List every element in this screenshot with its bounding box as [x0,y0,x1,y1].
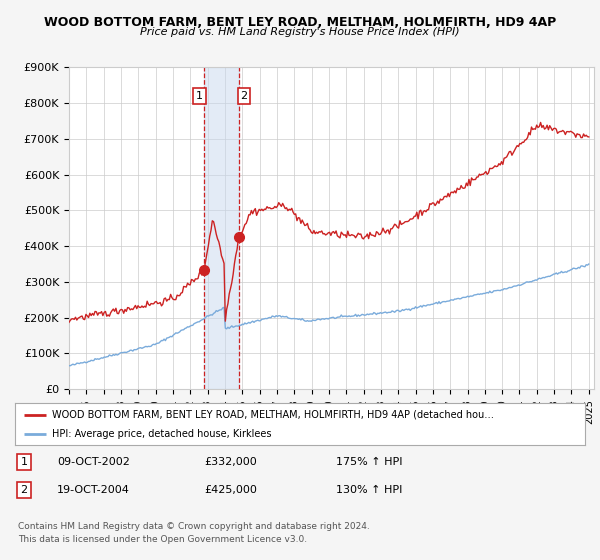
Text: WOOD BOTTOM FARM, BENT LEY ROAD, MELTHAM, HOLMFIRTH, HD9 4AP: WOOD BOTTOM FARM, BENT LEY ROAD, MELTHAM… [44,16,556,29]
Text: 175% ↑ HPI: 175% ↑ HPI [336,457,403,467]
Text: 2: 2 [241,91,248,101]
Bar [204,67,239,389]
Text: 130% ↑ HPI: 130% ↑ HPI [336,485,403,495]
Text: £332,000: £332,000 [204,457,257,467]
Text: WOOD BOTTOM FARM, BENT LEY ROAD, MELTHAM, HOLMFIRTH, HD9 4AP (detached hou…: WOOD BOTTOM FARM, BENT LEY ROAD, MELTHAM… [52,409,494,419]
Text: Price paid vs. HM Land Registry's House Price Index (HPI): Price paid vs. HM Land Registry's House … [140,27,460,38]
Text: This data is licensed under the Open Government Licence v3.0.: This data is licensed under the Open Gov… [18,535,307,544]
Text: HPI: Average price, detached house, Kirklees: HPI: Average price, detached house, Kirk… [52,429,272,439]
Text: 09-OCT-2002: 09-OCT-2002 [57,457,130,467]
Text: Contains HM Land Registry data © Crown copyright and database right 2024.: Contains HM Land Registry data © Crown c… [18,522,370,531]
Text: 19-OCT-2004: 19-OCT-2004 [57,485,130,495]
Text: 2: 2 [20,485,28,495]
Text: £425,000: £425,000 [204,485,257,495]
Text: 1: 1 [20,457,28,467]
Text: 1: 1 [196,91,203,101]
